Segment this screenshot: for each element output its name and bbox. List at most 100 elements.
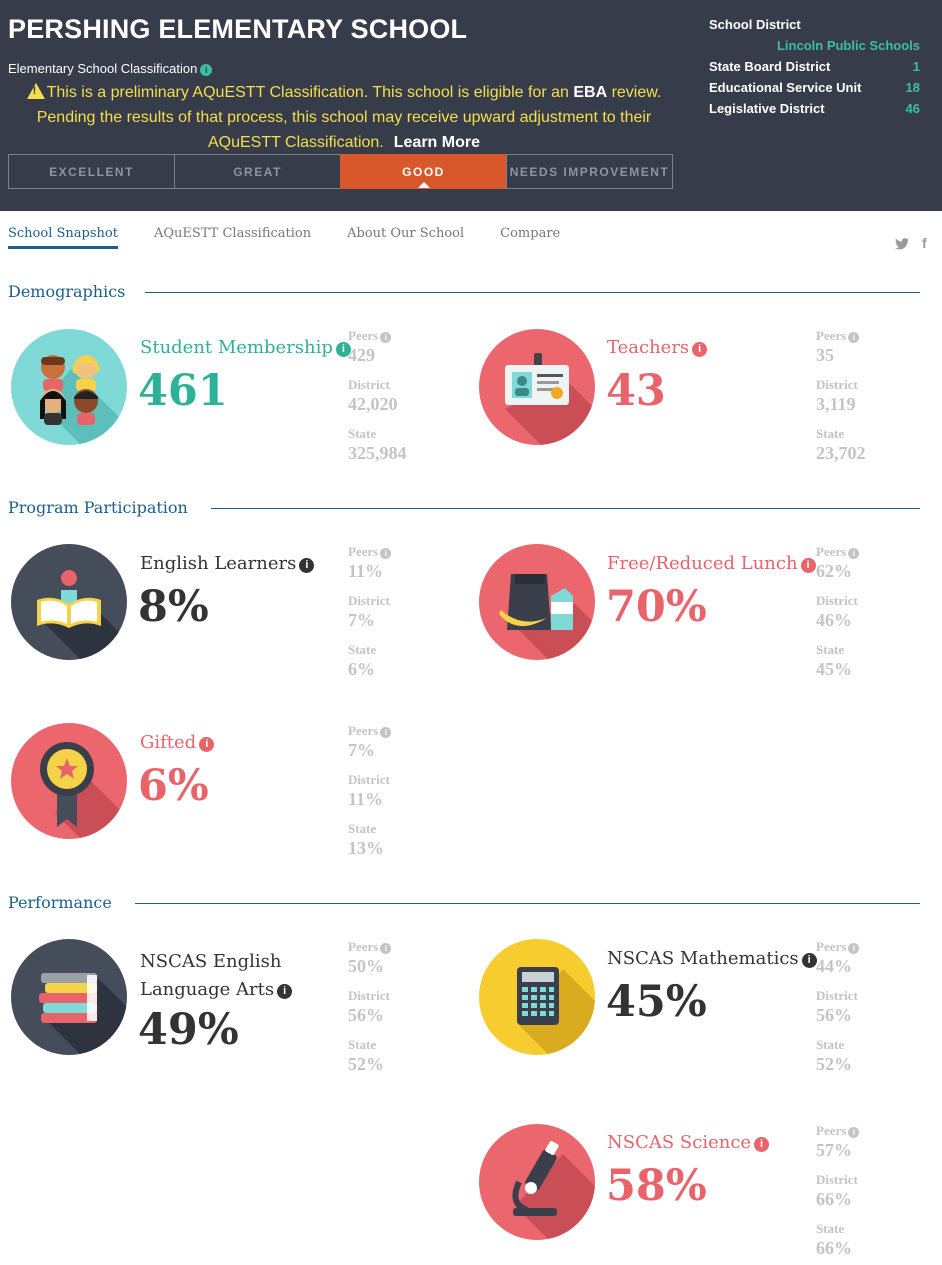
tab-school-snapshot[interactable]: School Snapshot [8, 226, 118, 249]
info-icon[interactable]: i [380, 548, 392, 559]
state-label: State [816, 642, 845, 657]
math-comparisons: Peers i 44% District 56% State 52% [816, 939, 860, 1086]
ela-state-value: 52% [348, 1054, 384, 1074]
info-icon[interactable]: i [299, 558, 315, 573]
ell-state-value: 6% [348, 659, 375, 679]
peers-label: Peers [816, 328, 847, 343]
gifted-comparisons: Peers i 7% District 11% State 13% [348, 723, 392, 870]
twitter-icon[interactable] [895, 237, 909, 253]
gifted-label: Gifted i [140, 732, 215, 753]
info-icon[interactable]: i [199, 737, 215, 752]
district-label: District [816, 377, 858, 392]
peers-label: Peers [816, 544, 847, 559]
gifted-label-text: Gifted [140, 732, 197, 753]
section-title-performance: Performance [8, 893, 122, 912]
info-icon[interactable]: i [692, 342, 708, 357]
learn-more-link[interactable]: Learn More [393, 134, 480, 151]
district-label: District [816, 593, 858, 608]
notice-eba: EBA [573, 84, 608, 101]
info-icon[interactable]: i [380, 727, 392, 738]
esu-value: 18 [905, 80, 920, 95]
award-ribbon-icon [11, 723, 127, 839]
ela-label: NSCAS English Language Arts i [140, 948, 293, 1004]
ela-comparisons: Peers i 50% District 56% State 52% [348, 939, 392, 1086]
info-icon[interactable]: i [754, 1137, 770, 1152]
teachers-value: 43 [606, 366, 666, 416]
students-label: Student Membership i [140, 337, 351, 358]
info-icon[interactable]: i [848, 1127, 860, 1138]
calculator-icon [479, 939, 595, 1055]
peers-label: Peers [348, 544, 379, 559]
info-icon[interactable]: i [380, 332, 392, 343]
classification-rating-bar: EXCELLENT GREAT GOOD NEEDS IMPROVEMENT [8, 154, 673, 189]
math-value: 45% [606, 977, 707, 1027]
state-label: State [816, 426, 845, 441]
rating-good[interactable]: GOOD [340, 154, 507, 189]
rating-excellent[interactable]: EXCELLENT [8, 154, 175, 189]
free-reduced-lunch-label-text: Free/Reduced Lunch [607, 553, 798, 574]
school-district-link[interactable]: Lincoln Public Schools [776, 38, 920, 53]
notice-text-1: This is a preliminary AQuESTT Classifica… [46, 84, 574, 101]
books-stack-icon [11, 939, 127, 1055]
open-book-icon [11, 544, 127, 660]
info-icon[interactable]: i [848, 332, 860, 343]
teachers-label: Teachers i [607, 337, 708, 358]
science-label: NSCAS Science i [607, 1132, 770, 1153]
frl-district-value: 46% [816, 610, 852, 630]
info-icon[interactable]: i [848, 943, 860, 954]
section-title-demographics: Demographics [8, 282, 136, 301]
frl-state-value: 45% [816, 659, 852, 679]
frl-peers-value: 62% [816, 561, 852, 581]
classification-label: Elementary School Classification i [8, 61, 213, 76]
science-state-value: 66% [816, 1238, 852, 1258]
teachers-district-value: 3,119 [816, 394, 856, 414]
preliminary-notice: This is a preliminary AQuESTT Classifica… [8, 80, 680, 155]
math-district-value: 56% [816, 1005, 852, 1025]
rating-needs-improvement[interactable]: NEEDS IMPROVEMENT [506, 154, 673, 189]
warning-icon [26, 83, 45, 99]
district-label: District [816, 1172, 858, 1187]
state-label: State [348, 821, 377, 836]
state-label: State [348, 426, 377, 441]
peers-label: Peers [348, 328, 379, 343]
info-icon[interactable]: i [801, 953, 817, 968]
facebook-icon[interactable]: f [922, 235, 927, 251]
math-label-text: NSCAS Mathematics [607, 948, 799, 969]
tab-aquestt-classification[interactable]: AQuESTT Classification [153, 226, 312, 241]
school-district-label: School District [709, 17, 801, 32]
science-label-text: NSCAS Science [607, 1132, 752, 1153]
science-value: 58% [606, 1161, 707, 1211]
state-label: State [816, 1037, 845, 1052]
teachers-label-text: Teachers [607, 337, 690, 358]
ela-label-line2: Language Arts [140, 979, 275, 1000]
legislative-label: Legislative District [709, 101, 825, 116]
info-icon[interactable]: i [800, 558, 816, 573]
ell-district-value: 7% [348, 610, 375, 630]
ell-peers-value: 11% [348, 561, 384, 581]
info-icon[interactable]: i [848, 548, 860, 559]
english-learners-value: 8% [138, 582, 209, 632]
teachers-state-value: 23,702 [816, 443, 866, 463]
english-learners-comparisons: Peers i 11% District 7% State 6% [348, 544, 392, 691]
district-label: District [348, 772, 390, 787]
peers-label: Peers [348, 939, 379, 954]
district-label: District [816, 988, 858, 1003]
math-state-value: 52% [816, 1054, 852, 1074]
tab-compare[interactable]: Compare [500, 226, 561, 241]
info-icon[interactable]: i [200, 63, 213, 76]
rating-great[interactable]: GREAT [174, 154, 341, 189]
students-district-value: 42,020 [348, 394, 398, 414]
state-label: State [348, 642, 377, 657]
section-divider [135, 903, 920, 904]
students-value: 461 [138, 366, 228, 416]
teacher-badge-icon [479, 329, 595, 445]
teachers-comparisons: Peers i 35 District 3,119 State 23,702 [816, 328, 866, 475]
state-board-label: State Board District [709, 59, 831, 74]
info-icon[interactable]: i [335, 342, 351, 357]
gifted-peers-value: 7% [348, 740, 375, 760]
gifted-value: 6% [138, 761, 209, 811]
info-icon[interactable]: i [277, 984, 293, 999]
peers-label: Peers [348, 723, 379, 738]
info-icon[interactable]: i [380, 943, 392, 954]
tab-about-our-school[interactable]: About Our School [347, 226, 465, 241]
